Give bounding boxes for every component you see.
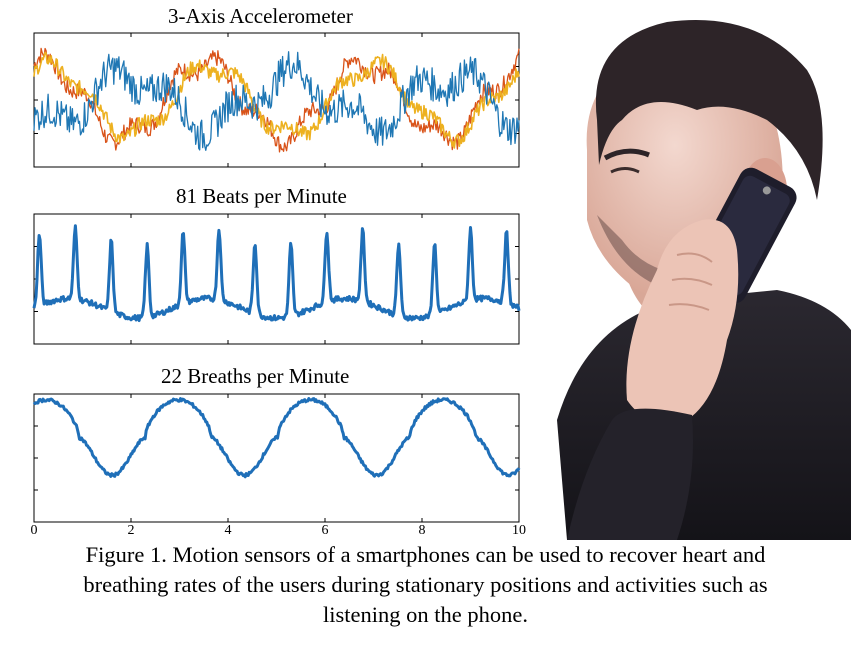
man-on-phone-photo [557,20,851,540]
caption-line-1: Figure 1. Motion sensors of a smartphone… [85,542,766,567]
figure-caption: Figure 1. Motion sensors of a smartphone… [0,540,851,630]
axes-box-1 [33,213,520,345]
hand-shape [626,219,739,423]
panel-title-breathing-rate: 22 Breaths per Minute [161,364,350,388]
hair-shape [595,20,823,200]
finger-lines [668,252,713,311]
panel-title-heart-rate: 81 Beats per Minute [176,184,347,208]
caption-line-2: breathing rates of the users during stat… [83,572,768,597]
brow-shape [603,148,650,161]
x-tick-label: 0 [30,523,38,538]
eye-shape [610,167,640,174]
x-tick-label: 6 [321,523,329,538]
x-tick-label: 2 [127,523,135,538]
sleeve-shape [567,408,693,540]
accel-series-3-line [33,51,520,149]
caption-line-3: listening on the phone. [323,602,528,627]
panel-title-accelerometer: 3-Axis Accelerometer [168,4,353,28]
breathing-rate-line [32,397,521,479]
heart-rate-line [32,224,521,323]
accel-series-2-line [33,47,520,153]
x-tick-label: 4 [224,523,232,538]
x-tick-label: 10 [512,523,526,538]
x-tick-label: 8 [418,523,426,538]
figure-charts [32,32,521,523]
accel-series-1-line [33,51,520,151]
axes-box-2 [33,393,520,523]
